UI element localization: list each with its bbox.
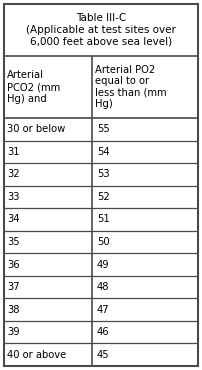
Text: 39: 39 bbox=[7, 327, 20, 337]
Text: Arterial
PCO2 (mm
Hg) and: Arterial PCO2 (mm Hg) and bbox=[7, 70, 60, 104]
Text: 46: 46 bbox=[97, 327, 110, 337]
Text: 53: 53 bbox=[97, 169, 110, 179]
Text: 48: 48 bbox=[97, 282, 109, 292]
Text: 55: 55 bbox=[97, 124, 110, 134]
Text: 30 or below: 30 or below bbox=[7, 124, 65, 134]
Text: 36: 36 bbox=[7, 259, 20, 270]
Text: 49: 49 bbox=[97, 259, 110, 270]
Text: 52: 52 bbox=[97, 192, 110, 202]
Text: 38: 38 bbox=[7, 305, 20, 314]
Text: 31: 31 bbox=[7, 147, 20, 157]
Text: 40 or above: 40 or above bbox=[7, 350, 66, 360]
Text: 47: 47 bbox=[97, 305, 110, 314]
Text: Arterial PO2
equal to or
less than (mm
Hg): Arterial PO2 equal to or less than (mm H… bbox=[95, 65, 167, 110]
Text: 32: 32 bbox=[7, 169, 20, 179]
Text: 33: 33 bbox=[7, 192, 20, 202]
Text: Table III-C
(Applicable at test sites over
6,000 feet above sea level): Table III-C (Applicable at test sites ov… bbox=[26, 13, 176, 47]
Text: 35: 35 bbox=[7, 237, 20, 247]
Text: 34: 34 bbox=[7, 215, 20, 225]
Text: 54: 54 bbox=[97, 147, 110, 157]
Text: 51: 51 bbox=[97, 215, 110, 225]
Text: 37: 37 bbox=[7, 282, 20, 292]
Text: 50: 50 bbox=[97, 237, 110, 247]
Text: 45: 45 bbox=[97, 350, 110, 360]
